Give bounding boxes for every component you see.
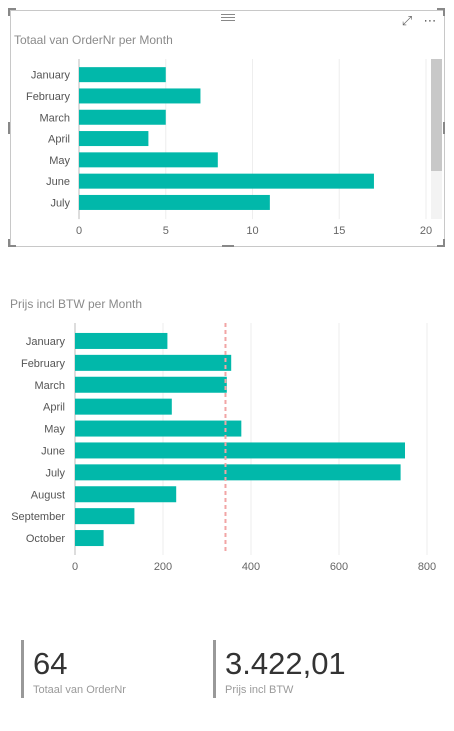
x-tick-label: 5: [163, 225, 169, 237]
resize-handle-top-right[interactable]: [437, 8, 445, 10]
bar-september[interactable]: [75, 508, 135, 525]
resize-handle-bottom-left[interactable]: [8, 245, 16, 247]
more-options-icon[interactable]: ⋯: [423, 13, 437, 28]
y-tick-label: March: [34, 380, 65, 392]
y-tick-label: October: [26, 533, 65, 545]
drag-grip-icon[interactable]: [221, 14, 235, 22]
x-tick-label: 0: [72, 561, 78, 573]
resize-handle-left[interactable]: [8, 122, 10, 134]
card-label: Prijs incl BTW: [225, 684, 294, 696]
card-value: 3.422,01: [225, 646, 346, 681]
price-card[interactable]: 3.422,01 Prijs incl BTW: [213, 640, 346, 698]
order-count-visual[interactable]: ⤢ ⋯ Totaal van OrderNr per Month 0 5 10 15 2…: [10, 10, 445, 247]
bar-july[interactable]: [75, 464, 401, 481]
chart-title: Prijs incl BTW per Month: [10, 297, 143, 311]
x-tick-label: 0: [76, 225, 82, 237]
y-tick-label: January: [26, 336, 66, 348]
price-visual[interactable]: Prijs incl BTW per Month 0 200 400 600 800 Ja…: [0, 293, 454, 583]
x-tick-label: 600: [330, 561, 348, 573]
bar-august[interactable]: [75, 486, 177, 503]
y-tick-label: January: [31, 70, 71, 82]
card-label: Totaal van OrderNr: [33, 684, 126, 696]
order-count-chart: 0 5 10 15 20 January February March April May June…: [26, 59, 432, 237]
price-chart: 0 200 400 600 800 January February March April Ma…: [11, 323, 436, 573]
y-tick-label: May: [49, 155, 70, 167]
bar-february[interactable]: [79, 88, 201, 104]
x-tick-label: 200: [154, 561, 172, 573]
bar-april[interactable]: [75, 398, 172, 415]
y-tick-label: April: [48, 134, 70, 146]
bar-may[interactable]: [75, 420, 242, 437]
resize-handle-top-left[interactable]: [8, 8, 16, 10]
y-tick-label: March: [39, 112, 70, 124]
y-tick-label: July: [50, 197, 70, 209]
x-tick-label: 800: [418, 561, 436, 573]
bar-january[interactable]: [75, 332, 168, 349]
y-tick-label: September: [11, 511, 65, 523]
resize-handle-top-left-v[interactable]: [8, 8, 10, 16]
card-value: 64: [33, 646, 68, 681]
resize-handle-top-right-v[interactable]: [443, 8, 445, 16]
order-count-card[interactable]: 64 Totaal van OrderNr: [21, 640, 126, 698]
x-tick-label: 15: [333, 225, 345, 237]
bar-march[interactable]: [75, 376, 227, 393]
x-tick-label: 20: [420, 225, 432, 237]
x-tick-label: 400: [242, 561, 260, 573]
bar-october[interactable]: [75, 530, 104, 547]
bar-february[interactable]: [75, 354, 232, 371]
bar-july[interactable]: [79, 194, 270, 210]
y-tick-label: July: [45, 467, 65, 479]
focus-mode-icon[interactable]: ⤢: [401, 13, 413, 28]
chart-scrollbar-thumb[interactable]: [431, 59, 442, 171]
resize-handle-bottom-left-v[interactable]: [8, 239, 10, 247]
bar-january[interactable]: [79, 67, 166, 83]
chart-scrollbar-track[interactable]: [431, 59, 442, 219]
bar-april[interactable]: [79, 131, 149, 147]
chart-title: Totaal van OrderNr per Month: [14, 33, 173, 47]
resize-handle-right[interactable]: [443, 122, 445, 134]
resize-handle-bottom-right-v[interactable]: [443, 239, 445, 247]
bar-march[interactable]: [79, 109, 166, 125]
y-tick-label: April: [43, 402, 65, 414]
y-tick-label: June: [41, 445, 65, 457]
bar-june[interactable]: [79, 173, 374, 189]
resize-handle-bottom[interactable]: [222, 245, 234, 247]
x-tick-label: 10: [246, 225, 258, 237]
y-tick-label: February: [21, 358, 66, 370]
y-tick-label: August: [31, 489, 65, 501]
bar-june[interactable]: [75, 442, 405, 459]
bar-may[interactable]: [79, 152, 218, 168]
resize-handle-bottom-right[interactable]: [437, 245, 445, 247]
y-tick-label: February: [26, 91, 71, 103]
y-tick-label: May: [44, 424, 65, 436]
y-tick-label: June: [46, 176, 70, 188]
